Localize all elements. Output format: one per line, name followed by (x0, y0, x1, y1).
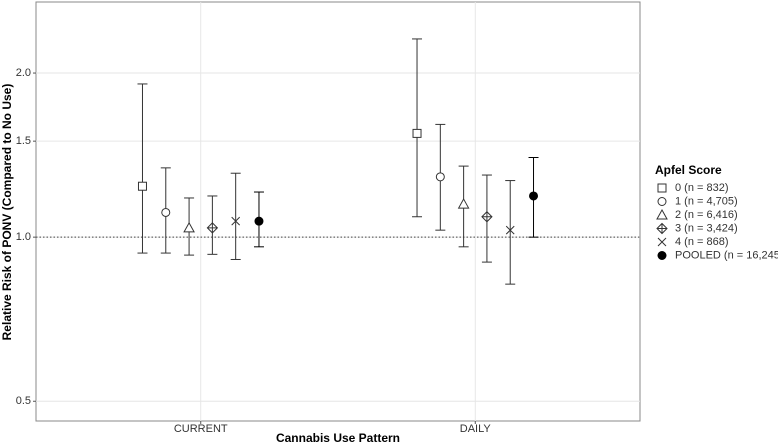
point (481, 211, 493, 223)
point (505, 225, 515, 235)
legend-symbol (656, 222, 668, 235)
x-tick-label: CURRENT (174, 423, 228, 435)
legend-symbol (657, 251, 667, 260)
legend-label: 4 (n = 868) (675, 236, 729, 248)
legend-label: 1 (n = 4,705) (675, 195, 738, 207)
plot-panel (35, 1, 641, 422)
point (412, 128, 422, 138)
y-tick-label: 1.5 (16, 135, 31, 147)
legend-title: Apfel Score (655, 163, 722, 177)
legend-symbol (657, 237, 667, 247)
legend-label: POOLED (n = 16,245) (675, 249, 778, 261)
x-tick-label: DAILY (460, 423, 492, 435)
legend-label: 3 (n = 3,424) (675, 222, 738, 234)
y-axis-title: Relative Risk of PONV (Compared to No Us… (0, 84, 14, 341)
point (529, 191, 539, 201)
legend-symbol (657, 197, 667, 206)
point (137, 181, 147, 191)
y-tick-label: 1.0 (16, 231, 31, 243)
legend-symbol (657, 183, 667, 193)
point (254, 216, 264, 226)
point (435, 172, 445, 182)
x-axis-title: Cannabis Use Pattern (276, 431, 400, 445)
point (161, 207, 171, 217)
point (457, 198, 470, 209)
y-tick-label: 2.0 (16, 67, 31, 79)
point (206, 222, 219, 234)
legend-label: 2 (n = 6,416) (675, 209, 738, 221)
point (183, 221, 195, 233)
y-tick-label: 0.5 (16, 395, 31, 407)
legend-label: 0 (n = 832) (675, 182, 729, 194)
point (231, 216, 241, 226)
legend-symbol (656, 208, 668, 220)
